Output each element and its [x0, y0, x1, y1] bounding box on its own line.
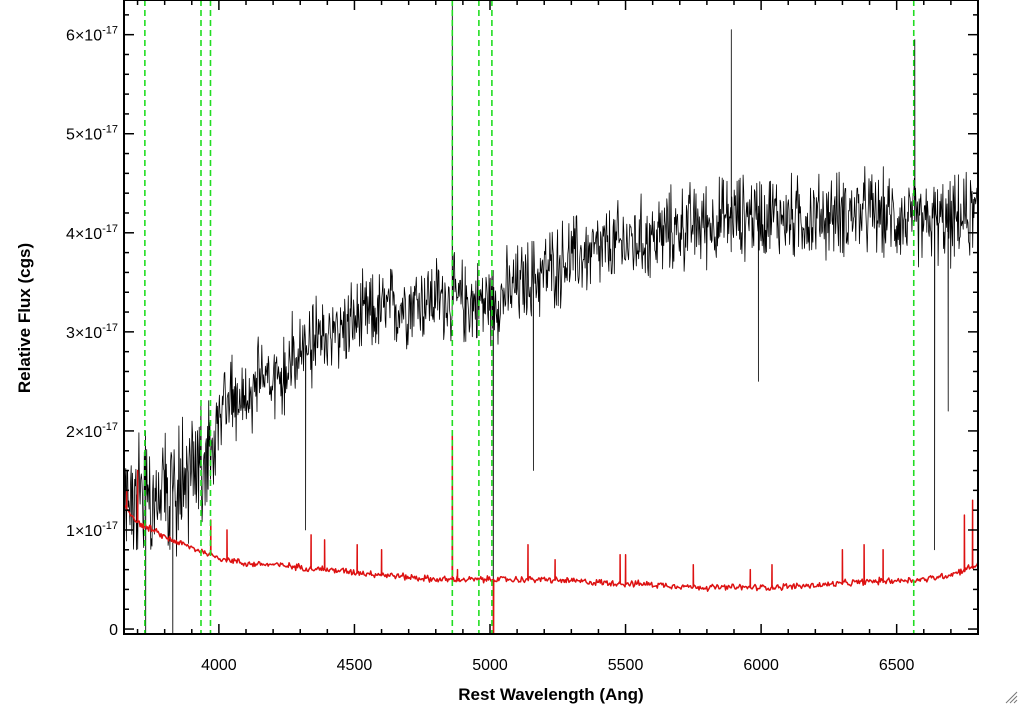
- y-axis-title: Relative Flux (cgs): [15, 243, 34, 393]
- observed-spectrum-line: [124, 0, 978, 634]
- x-tick-label: 4500: [337, 657, 373, 674]
- x-tick-label: 5000: [472, 657, 508, 674]
- model-spectrum-line: [124, 435, 978, 634]
- y-tick-label: 4×10-17: [66, 223, 118, 243]
- plot-frame: [123, 0, 979, 635]
- x-tick-label: 6000: [743, 657, 779, 674]
- y-tick-label: 6×10-17: [66, 25, 118, 45]
- y-tick-labels: 0 1×10-17 2×10-17 3×10-17 4×10-17 5×10-17 6×10…: [66, 25, 118, 639]
- y-tick-label: 3×10-17: [66, 322, 118, 342]
- x-axis-title: Rest Wavelength (Ang): [458, 685, 643, 704]
- x-tick-label: 6500: [879, 657, 915, 674]
- y-tick-label: 5×10-17: [66, 124, 118, 144]
- y-tick-label: 1×10-17: [66, 520, 118, 540]
- resize-grip-icon[interactable]: [1004, 690, 1018, 704]
- axes: [123, 0, 979, 635]
- reference-lines: [144, 0, 915, 634]
- x-tick-label: 5500: [608, 657, 644, 674]
- y-tick-label: 0: [109, 622, 118, 639]
- plot-data-area: [124, 0, 978, 634]
- tick-marks: [124, 0, 979, 634]
- x-tick-labels: 4000 4500 5000 5500 6000 6500: [201, 657, 914, 674]
- x-tick-label: 4000: [201, 657, 237, 674]
- y-tick-label: 2×10-17: [66, 421, 118, 441]
